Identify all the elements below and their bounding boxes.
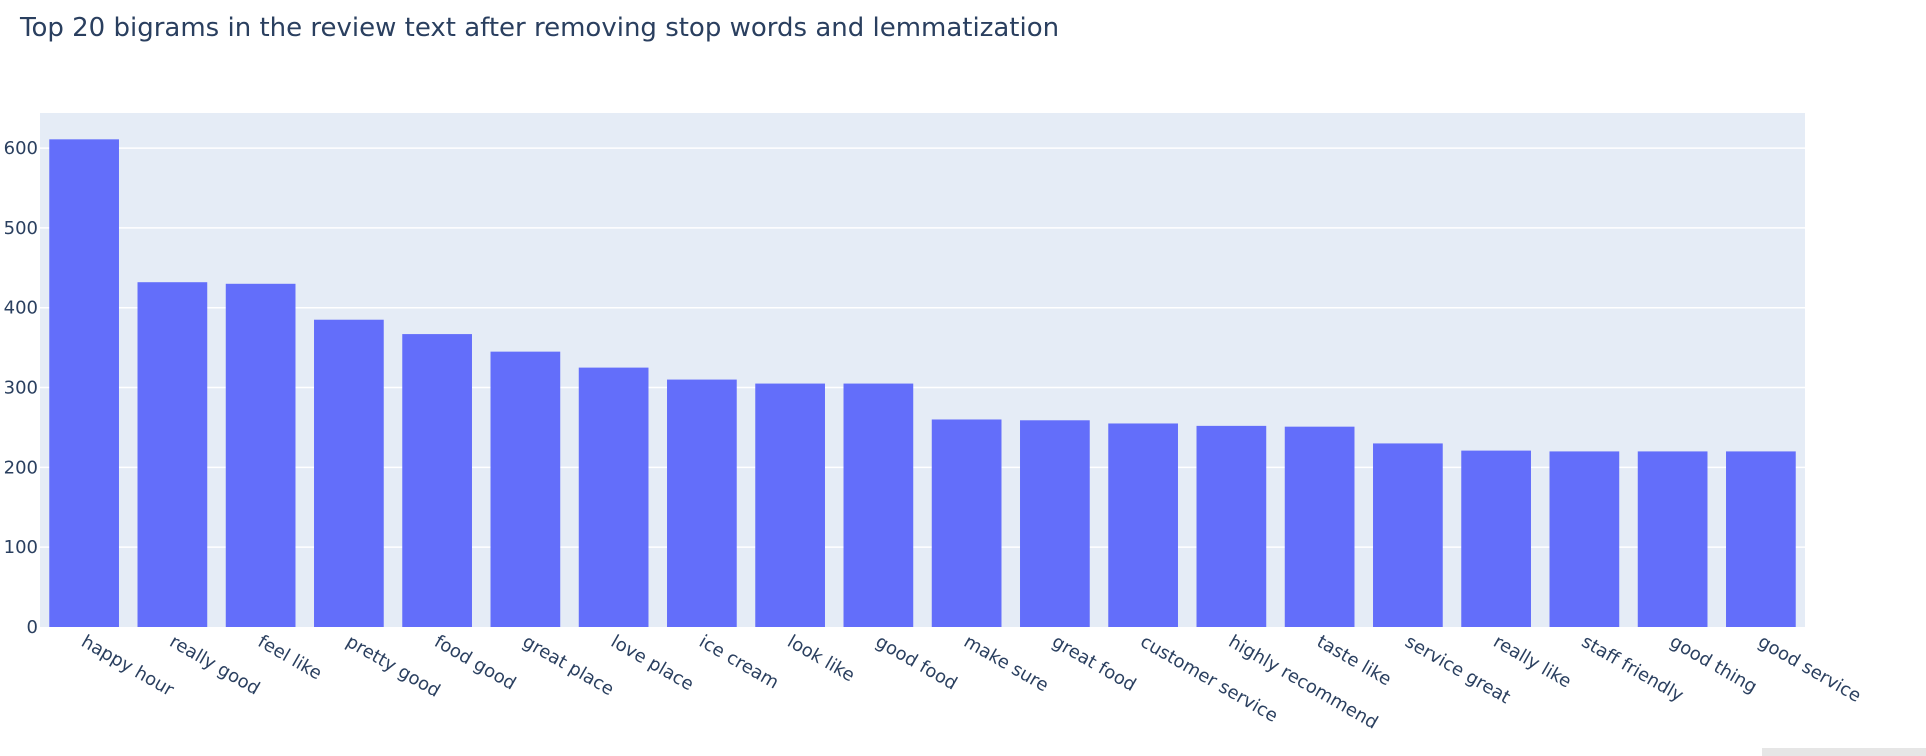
bar-pretty-good[interactable] — [314, 319, 384, 627]
y-tick-label: 100 — [4, 537, 38, 558]
bar-good-food[interactable] — [843, 383, 914, 627]
bar-customer-service[interactable] — [1108, 423, 1178, 627]
bar-happy-hour[interactable] — [49, 139, 119, 628]
x-tick-label: really good — [166, 631, 263, 699]
bar-feel-like[interactable] — [225, 283, 296, 627]
x-tick-label: good service — [1754, 631, 1864, 707]
corner-tab — [1762, 748, 1926, 756]
x-tick-label: make sure — [960, 631, 1052, 696]
y-tick-label: 0 — [27, 617, 38, 638]
y-tick-label: 200 — [4, 457, 38, 478]
bar-service-great[interactable] — [1373, 443, 1443, 627]
plot-area — [40, 113, 1805, 627]
bar-highly-recommend[interactable] — [1196, 425, 1267, 627]
x-tick-label: ice cream — [695, 631, 782, 693]
x-tick-label: good food — [872, 631, 961, 694]
x-tick-label: love place — [607, 631, 697, 695]
bar-make-sure[interactable] — [931, 419, 1002, 627]
x-tick-label: feel like — [254, 631, 325, 684]
x-tick-label: highly recommend — [1225, 631, 1382, 733]
bar-ice-cream[interactable] — [667, 379, 737, 627]
bar-great-place[interactable] — [490, 351, 561, 627]
bar-good-service[interactable] — [1726, 451, 1796, 627]
y-tick-label: 400 — [4, 298, 38, 319]
bar-really-good[interactable] — [137, 282, 208, 627]
bar-good-thing[interactable] — [1637, 451, 1708, 627]
x-tick-label: pretty good — [342, 631, 443, 702]
y-axis-tick-labels: 0 100 200 300 400 500 600 — [4, 138, 38, 638]
x-tick-label: happy hour — [78, 631, 178, 701]
x-tick-label: look like — [784, 631, 859, 686]
x-tick-label: food good — [431, 631, 520, 694]
x-tick-label: great food — [1048, 631, 1139, 696]
bar-taste-like[interactable] — [1284, 426, 1355, 627]
x-tick-label: great place — [519, 631, 618, 700]
bar-great-food[interactable] — [1020, 420, 1090, 627]
bar-love-place[interactable] — [578, 367, 649, 627]
bar-food-good[interactable] — [402, 334, 472, 627]
bar-staff-friendly[interactable] — [1549, 451, 1620, 627]
bar-really-like[interactable] — [1461, 450, 1531, 627]
y-tick-label: 600 — [4, 138, 38, 159]
chart-title: Top 20 bigrams in the review text after … — [20, 13, 1060, 43]
bars — [49, 139, 1796, 628]
bar-look-like[interactable] — [755, 383, 825, 627]
x-tick-label: taste like — [1313, 631, 1395, 690]
y-tick-label: 500 — [4, 218, 38, 239]
y-tick-label: 300 — [4, 378, 38, 399]
